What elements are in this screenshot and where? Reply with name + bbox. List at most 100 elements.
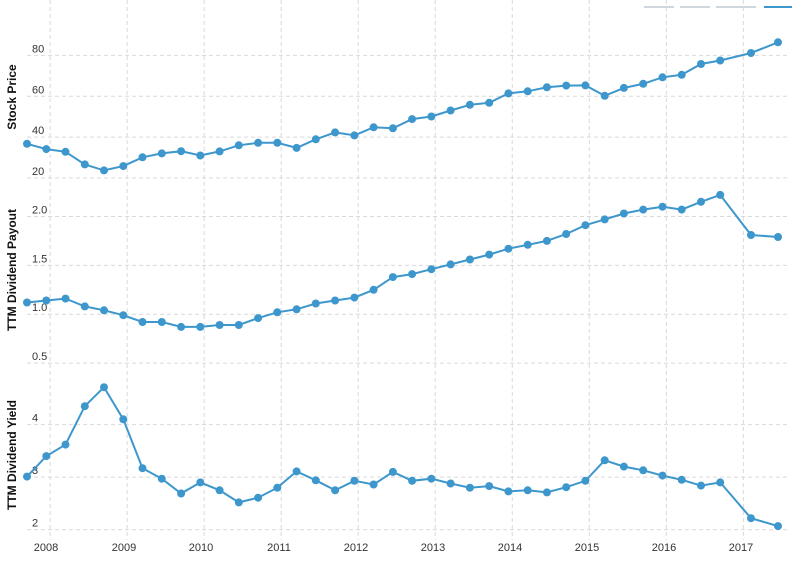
- data-point: [292, 467, 301, 476]
- x-tick-label: 2011: [267, 542, 291, 554]
- data-point: [523, 240, 532, 249]
- data-point: [774, 522, 782, 531]
- data-point: [23, 472, 31, 481]
- data-point: [600, 456, 609, 465]
- data-point: [774, 233, 782, 241]
- data-point: [292, 305, 301, 314]
- data-point: [234, 141, 243, 150]
- data-point: [254, 493, 263, 502]
- data-point: [157, 474, 166, 483]
- series-line: [26, 385, 779, 528]
- data-point: [485, 250, 494, 259]
- data-point: [292, 143, 301, 152]
- x-tick-label: 2017: [729, 542, 753, 554]
- data-point: [465, 483, 474, 492]
- range-selector-4[interactable]: [764, 6, 792, 8]
- data-point: [119, 415, 128, 424]
- data-point: [446, 479, 455, 488]
- y-tick-label: 3: [32, 465, 38, 477]
- y-tick-label: 40: [32, 125, 44, 137]
- data-point: [542, 83, 551, 92]
- data-point: [23, 139, 31, 148]
- data-point: [23, 298, 31, 307]
- data-point: [747, 514, 755, 523]
- data-point: [485, 98, 494, 107]
- data-point: [619, 462, 628, 471]
- data-point: [331, 486, 340, 495]
- data-point: [369, 285, 378, 294]
- data-point: [234, 321, 243, 329]
- y-tick-label: 4: [32, 413, 38, 425]
- data-point: [177, 489, 186, 498]
- data-point: [427, 474, 436, 483]
- data-point: [138, 464, 147, 473]
- data-point: [388, 124, 397, 133]
- data-point: [600, 91, 609, 100]
- data-point: [581, 81, 590, 90]
- data-point: [581, 221, 590, 230]
- data-point: [42, 296, 51, 305]
- data-point: [562, 81, 571, 90]
- data-point: [677, 475, 686, 484]
- range-selector-1[interactable]: [644, 6, 674, 8]
- data-point: [542, 236, 551, 245]
- x-tick-label: 2009: [112, 542, 136, 554]
- data-point: [177, 322, 186, 331]
- data-point: [619, 209, 628, 218]
- data-point: [61, 147, 70, 156]
- data-point: [619, 83, 628, 92]
- data-point: [485, 482, 494, 491]
- data-point: [254, 138, 263, 147]
- data-point: [658, 471, 667, 480]
- y-tick-label: 1.0: [32, 302, 47, 314]
- series-line: [26, 193, 779, 328]
- data-point: [388, 467, 397, 476]
- data-point: [408, 270, 417, 279]
- data-point: [42, 452, 51, 461]
- y-tick-label: 80: [32, 43, 44, 55]
- data-point: [639, 205, 648, 214]
- data-point: [658, 73, 667, 82]
- x-tick-label: 2016: [652, 542, 676, 554]
- x-tick-label: 2008: [34, 542, 58, 554]
- data-point: [581, 476, 590, 485]
- x-tick-label: 2015: [575, 542, 599, 554]
- data-point: [716, 190, 725, 199]
- range-selector-2[interactable]: [680, 6, 710, 8]
- y-tick-label: 0.5: [32, 351, 47, 363]
- data-point: [465, 255, 474, 264]
- data-point: [388, 273, 397, 282]
- data-point: [273, 138, 282, 147]
- data-point: [177, 147, 186, 156]
- data-point: [658, 202, 667, 211]
- data-point: [504, 244, 513, 253]
- data-point: [465, 100, 474, 109]
- data-point: [369, 480, 378, 489]
- data-point: [562, 483, 571, 492]
- data-point: [350, 293, 359, 302]
- data-point: [42, 145, 51, 154]
- x-tick-label: 2014: [498, 542, 522, 554]
- data-point: [504, 487, 513, 496]
- data-point: [697, 60, 705, 68]
- data-point: [562, 230, 571, 238]
- y-tick-label: 2: [32, 518, 38, 530]
- data-point: [774, 38, 782, 47]
- y-axis-label: Stock Price: [5, 64, 19, 130]
- data-point: [446, 106, 455, 115]
- data-point: [100, 166, 108, 175]
- range-selector-3[interactable]: [716, 6, 756, 8]
- series-line: [26, 41, 779, 172]
- data-point: [697, 481, 705, 490]
- x-tick-label: 2013: [421, 542, 445, 554]
- data-point: [254, 314, 263, 323]
- data-point: [639, 466, 648, 475]
- data-point: [639, 79, 648, 88]
- data-point: [677, 205, 686, 214]
- data-point: [138, 153, 147, 162]
- data-point: [677, 70, 686, 79]
- data-point: [215, 486, 224, 495]
- data-point: [119, 162, 128, 171]
- data-point: [273, 308, 282, 317]
- data-point: [504, 89, 513, 98]
